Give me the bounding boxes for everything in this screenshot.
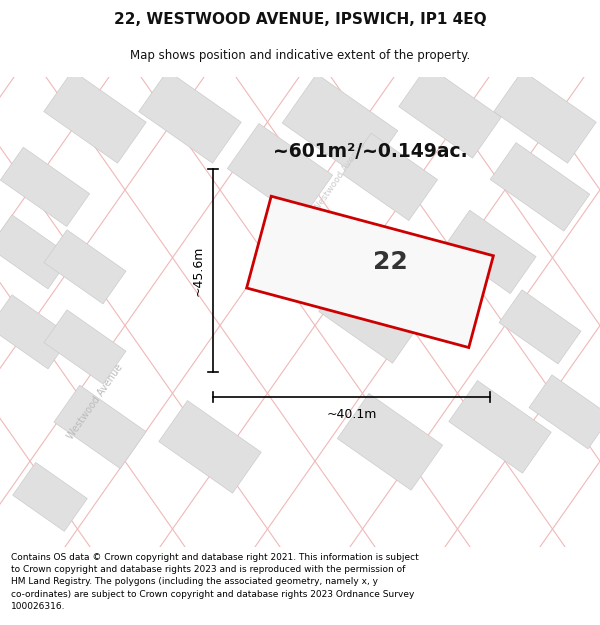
Text: 22: 22 [373,250,407,274]
Text: 22, WESTWOOD AVENUE, IPSWICH, IP1 4EQ: 22, WESTWOOD AVENUE, IPSWICH, IP1 4EQ [113,12,487,27]
Text: ~45.6m: ~45.6m [191,245,205,296]
Polygon shape [319,271,421,363]
Polygon shape [399,66,501,158]
Text: Westwood Avenue: Westwood Avenue [313,140,367,214]
Text: Contains OS data © Crown copyright and database right 2021. This information is : Contains OS data © Crown copyright and d… [11,553,419,611]
Polygon shape [0,295,71,369]
Polygon shape [139,71,241,163]
Polygon shape [44,230,126,304]
Text: Map shows position and indicative extent of the property.: Map shows position and indicative extent… [130,49,470,62]
Polygon shape [13,462,87,531]
Polygon shape [1,148,89,226]
Polygon shape [529,375,600,449]
Text: Westwood Avenue: Westwood Avenue [65,362,125,441]
Polygon shape [44,71,146,163]
Polygon shape [499,290,581,364]
Text: ~601m²/~0.149ac.: ~601m²/~0.149ac. [272,142,467,161]
Polygon shape [159,401,261,493]
Polygon shape [494,71,596,163]
Polygon shape [247,196,493,348]
Polygon shape [444,210,536,294]
Polygon shape [44,310,126,384]
Polygon shape [343,133,437,221]
Polygon shape [337,394,443,490]
Polygon shape [490,142,590,231]
Polygon shape [449,381,551,473]
Polygon shape [54,385,146,469]
Text: ~40.1m: ~40.1m [326,408,377,421]
Polygon shape [227,124,332,220]
Polygon shape [0,215,71,289]
Polygon shape [282,74,398,180]
